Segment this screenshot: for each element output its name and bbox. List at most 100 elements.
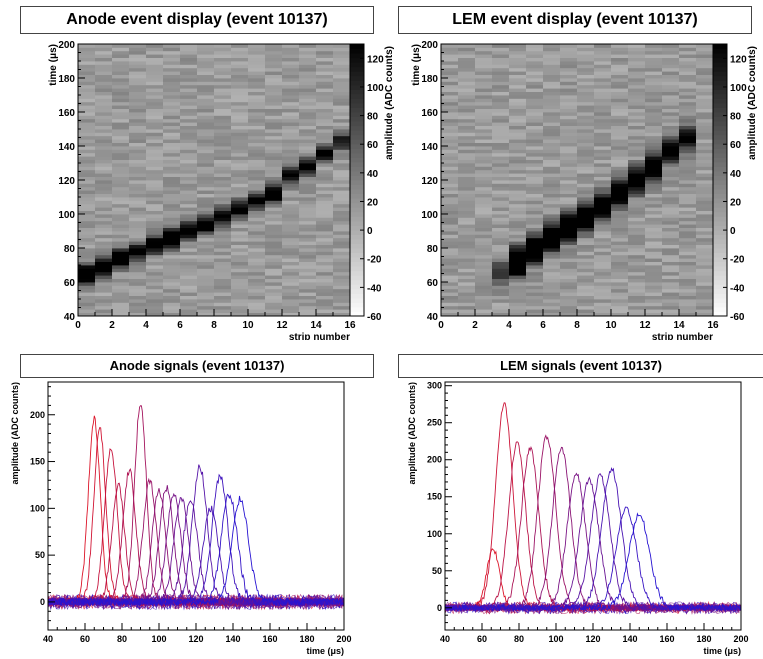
lem-signals-frame: [444, 381, 742, 631]
anode-display-cells: [78, 44, 351, 317]
lem-display-xtick-label: 4: [506, 320, 512, 331]
lem-signals-xtick-label: 200: [733, 634, 748, 644]
lem-display-colorbar-tick-label: -60: [730, 312, 745, 323]
anode-display-ytick-label: 80: [64, 244, 76, 255]
lem-signals-xtick-label: 160: [659, 634, 674, 644]
lem-signals-ytick-label: 250: [427, 418, 442, 428]
anode-display-xtick-label: 4: [143, 320, 149, 331]
lem-display-xlabel: strip number: [652, 332, 713, 340]
lem-display-colorbar-label: amplitude (ADC counts): [747, 46, 758, 160]
lem-signals-ytick-label: 300: [427, 381, 442, 391]
anode-display-xtick-label: 16: [344, 320, 356, 331]
anode-display-xtick-label: 0: [75, 320, 81, 331]
lem-signals-xtick-label: 140: [622, 634, 637, 644]
lem-display-colorbar-tick-label: 40: [730, 169, 742, 180]
lem-display-ytick-label: 80: [427, 244, 439, 255]
lem-display-ytick-label: 60: [427, 278, 439, 289]
anode-display-ytick-label: 140: [58, 142, 75, 153]
anode-signals-xtick-label: 40: [43, 634, 53, 644]
lem-signals-ytick-label: 200: [427, 455, 442, 465]
lem-signals-series-line: [445, 476, 741, 613]
anode-display-title: Anode event display (event 10137): [20, 6, 374, 34]
lem-display-xtick-label: 10: [605, 320, 617, 331]
anode-display-colorbar-tick-label: 0: [367, 226, 373, 237]
anode-display-colorbar-label: amplitude (ADC counts): [384, 46, 395, 160]
lem-display-xtick-label: 16: [707, 320, 719, 331]
anode-signals-xtick-label: 160: [262, 634, 277, 644]
lem-signals-ytick-label: 100: [427, 529, 442, 539]
lem-signals-ytick-label: 0: [437, 603, 442, 613]
anode-signals-ytick-label: 150: [30, 457, 45, 467]
lem-signals-series-line: [445, 472, 741, 613]
lem-display-colorbar-frame: [712, 43, 728, 317]
lem-display-ytick-label: 180: [421, 74, 438, 85]
anode-display-colorbar-tick-label: -40: [367, 283, 382, 294]
anode-signals-xtick-label: 180: [299, 634, 314, 644]
lem-display-xtick-label: 2: [472, 320, 478, 331]
anode-display-colorbar-tick-label: 60: [367, 140, 379, 151]
lem-display-colorbar-tick-label: 60: [730, 140, 742, 151]
lem-signals-xtick-label: 120: [585, 634, 600, 644]
lem-signals-xtick-label: 60: [477, 634, 487, 644]
lem-signals-xlabel: time (μs): [703, 646, 741, 656]
anode-display-ytick-label: 100: [58, 210, 75, 221]
lem-display-colorbar-tick-label: -20: [730, 255, 745, 266]
lem-display-ytick-label: 40: [427, 312, 439, 323]
anode-display-ytick-label: 120: [58, 176, 75, 187]
lem-signals-title: LEM signals (event 10137): [398, 354, 763, 378]
lem-display-ytick-label: 200: [421, 40, 438, 51]
anode-display-ytick-label: 180: [58, 74, 75, 85]
anode-display-ytick-label: 60: [64, 278, 76, 289]
anode-signals-ytick-label: 200: [30, 410, 45, 420]
anode-signals-ytick-label: 100: [30, 503, 45, 513]
anode-display-ylabel: time (μs): [48, 44, 59, 86]
lem-display-colorbar-tick-label: -40: [730, 283, 745, 294]
anode-display-colorbar-tick-label: 40: [367, 169, 379, 180]
anode-display-xtick-label: 2: [109, 320, 115, 331]
anode-display-xtick-label: 12: [276, 320, 288, 331]
anode-display-colorbar-tick-label: 20: [367, 197, 379, 208]
lem-signals-series-line: [445, 473, 741, 613]
lem-display-colorbar-tick-label: 20: [730, 197, 742, 208]
anode-display-ytick-label: 200: [58, 40, 75, 51]
lem-display-colorbar-tick-label: 0: [730, 226, 736, 237]
anode-signals-ytick-label: 0: [40, 597, 45, 607]
lem-display-xtick-label: 6: [540, 320, 546, 331]
anode-signals-ytick-label: 50: [35, 550, 45, 560]
lem-display-xtick-label: 14: [673, 320, 685, 331]
lem-display-colorbar-tick-label: 100: [730, 83, 747, 94]
anode-display-colorbar-tick-label: 80: [367, 112, 379, 123]
lem-signals-ylabel: amplitude (ADC counts): [407, 382, 417, 485]
lem-display-ytick-label: 120: [421, 176, 438, 187]
lem-display-ytick-label: 160: [421, 108, 438, 119]
anode-display-ytick-label: 160: [58, 108, 75, 119]
lem-display-cells: [441, 44, 714, 317]
lem-signals-xtick-label: 80: [514, 634, 524, 644]
anode-display-xtick-label: 10: [242, 320, 254, 331]
lem-signals-ytick-label: 150: [427, 492, 442, 502]
anode-display-colorbar-tick-label: -60: [367, 312, 382, 323]
lem-display-xtick-label: 8: [574, 320, 580, 331]
anode-signals-xtick-label: 200: [336, 634, 351, 644]
anode-signals-title: Anode signals (event 10137): [20, 354, 374, 378]
lem-display-xtick-label: 0: [438, 320, 444, 331]
anode-display-colorbar-tick-label: -20: [367, 255, 382, 266]
anode-display-colorbar-tick-label: 100: [367, 83, 384, 94]
lem-signals-xtick-label: 180: [696, 634, 711, 644]
anode-signals-xtick-label: 100: [151, 634, 166, 644]
lem-display-ytick-label: 100: [421, 210, 438, 221]
lem-display-colorbar: [713, 44, 727, 317]
anode-signals-xtick-label: 60: [80, 634, 90, 644]
anode-signals-ylabel: amplitude (ADC counts): [10, 382, 20, 485]
lem-display-colorbar-tick-label: 80: [730, 112, 742, 123]
anode-display-colorbar-tick-label: 120: [367, 54, 384, 65]
anode-display-xtick-label: 6: [177, 320, 183, 331]
anode-signals-xtick-label: 80: [117, 634, 127, 644]
anode-signals-series-line: [48, 495, 344, 608]
anode-display-colorbar-frame: [349, 43, 365, 317]
anode-display-colorbar: [350, 44, 364, 317]
anode-display-ytick-label: 40: [64, 312, 76, 323]
anode-signals-xtick-label: 140: [225, 634, 240, 644]
